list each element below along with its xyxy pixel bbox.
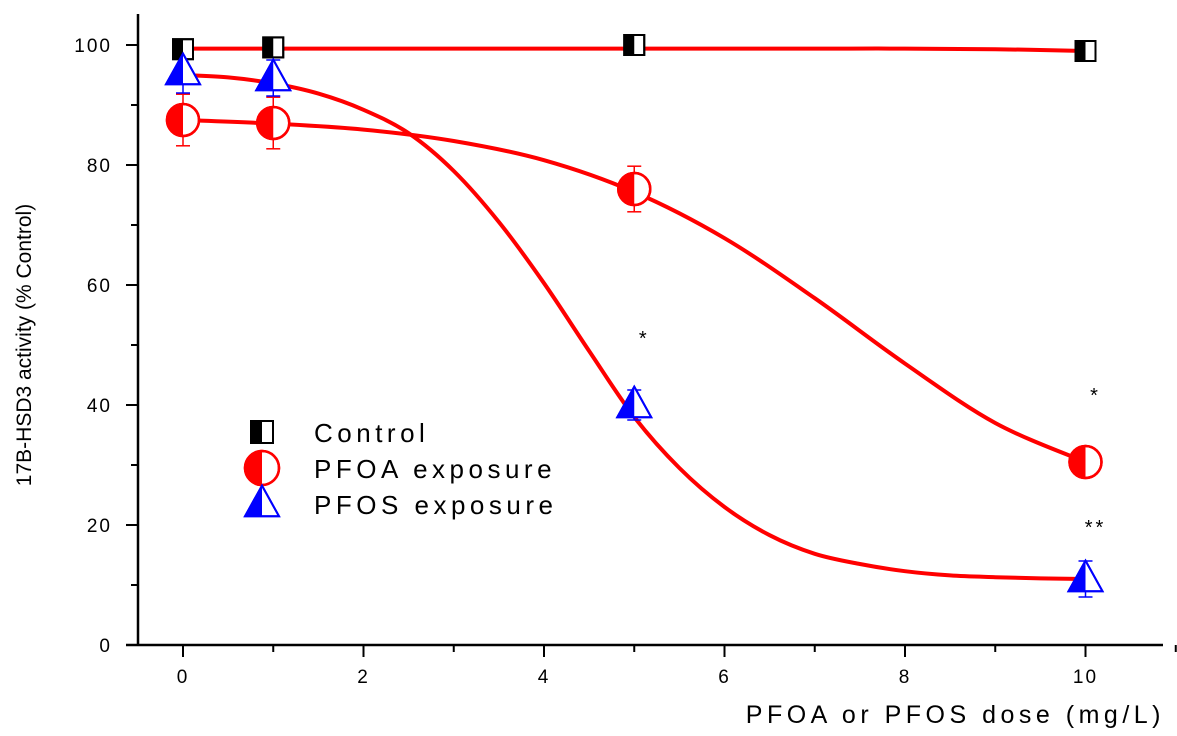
marker-fill	[618, 173, 635, 205]
data-point-pfoa-exposure	[1068, 444, 1103, 480]
data-point-control	[1074, 40, 1097, 62]
data-point-pfos-exposure	[615, 384, 653, 419]
marker-border	[615, 384, 653, 419]
marker-border	[262, 36, 285, 59]
significance-mark: *	[1090, 385, 1101, 407]
data-point-control	[262, 36, 285, 59]
legend-symbol	[243, 483, 281, 518]
y-tick-label: 80	[87, 156, 112, 177]
marker-fill	[1075, 41, 1086, 61]
x-axis-label: PFOA or PFOS dose (mg/L)	[746, 701, 1165, 729]
y-tick-label: 20	[87, 516, 112, 537]
x-tick-label: 10	[1073, 667, 1098, 688]
data-point-pfoa-exposure	[256, 105, 291, 141]
marker-border	[250, 420, 274, 444]
data-point-pfoa-exposure	[165, 102, 201, 138]
x-tick-label: 0	[177, 667, 190, 688]
marker-fill	[263, 37, 274, 58]
marker-border	[164, 51, 202, 86]
x-tick-label: 6	[718, 667, 731, 688]
legend-label: PFOS exposure	[314, 490, 557, 520]
x-tick-label: 4	[538, 667, 551, 688]
marker-border	[243, 483, 281, 518]
marker-border	[256, 105, 291, 141]
data-point-pfos-exposure	[164, 51, 202, 86]
marker-fill	[251, 421, 262, 443]
y-tick-label: 60	[87, 276, 112, 297]
x-tick-label: 8	[899, 667, 912, 688]
data-point-pfos-exposure	[1066, 558, 1105, 593]
marker-border	[165, 102, 201, 138]
marker-border	[1074, 40, 1097, 62]
marker-fill	[1069, 446, 1086, 478]
marker-border	[1068, 444, 1103, 480]
marker-fill	[624, 35, 635, 55]
legend-label: PFOA exposure	[314, 454, 556, 484]
y-tick-label: 0	[99, 636, 112, 657]
legend-symbol	[243, 449, 281, 487]
marker-fill	[245, 451, 262, 485]
significance-annotations: ****	[639, 328, 1107, 539]
marker-fill	[167, 104, 183, 136]
data-points	[164, 34, 1105, 593]
legend-symbol	[250, 420, 274, 444]
legend-label: Control	[314, 418, 429, 448]
y-tick-label: 100	[74, 36, 112, 57]
y-tick-label: 40	[87, 396, 112, 417]
significance-mark: **	[1085, 517, 1107, 539]
y-ticks: 0 20 40 60 80 100	[74, 36, 138, 657]
y-axis-label: 17B-HSD3 activity (% Control)	[13, 204, 36, 486]
data-point-pfos-exposure	[254, 57, 292, 92]
marker-fill	[173, 39, 183, 60]
data-point-pfoa-exposure	[617, 171, 652, 207]
marker-border	[623, 34, 646, 56]
marker-fill	[257, 107, 274, 139]
marker-border	[254, 57, 292, 92]
marker-border	[1066, 558, 1105, 593]
x-tick-label: 2	[357, 667, 370, 688]
significance-mark: *	[639, 328, 650, 350]
data-point-control	[623, 34, 646, 56]
x-ticks: 0 2 4 6 8 10	[177, 645, 1177, 688]
marker-border	[617, 171, 652, 207]
legend: Control PFOA exposure PFOS exposure	[243, 418, 557, 520]
axes: 0 2 4 6 8 10 0 20 40 60 80 100	[74, 14, 1177, 688]
